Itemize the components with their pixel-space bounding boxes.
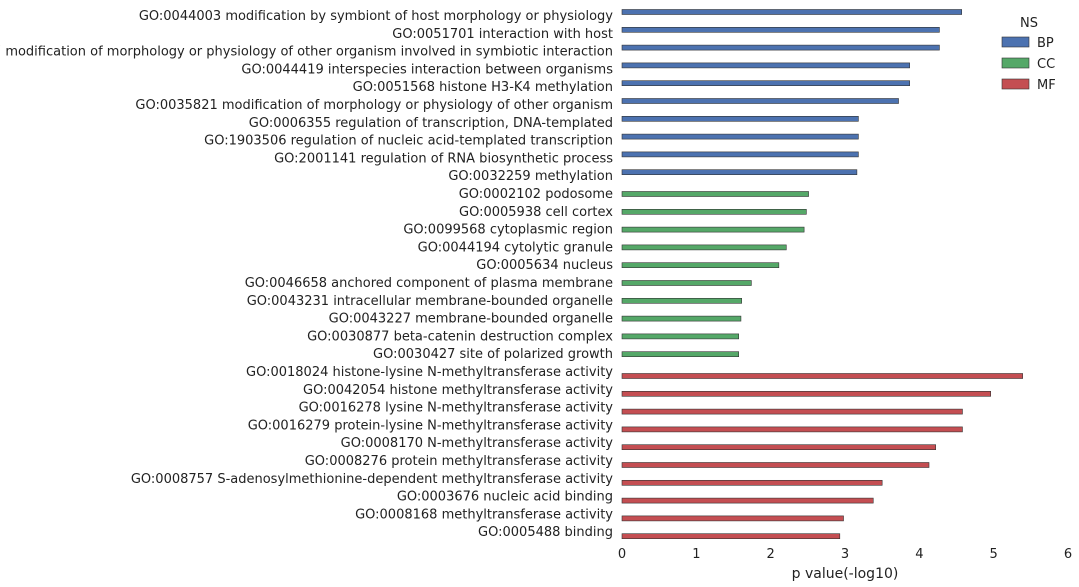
category-label: GO:0043227 membrane-bounded organelle: [329, 312, 613, 327]
category-label: GO:0005634 nucleus: [476, 258, 613, 273]
category-label: GO:0030427 site of polarized growth: [373, 347, 613, 362]
legend-swatch-bp: [1001, 36, 1030, 48]
x-axis: 0 1 2 3 4 5 6: [618, 547, 1072, 562]
x-tick-label: 4: [915, 547, 923, 562]
bar-mf: [621, 426, 963, 433]
category-label: GO:0051701 interaction with host: [392, 27, 613, 42]
category-label: GO:0016278 lysine N-methyltransferase ac…: [299, 401, 614, 416]
bar-mf: [621, 408, 963, 415]
x-tick-label: 0: [618, 547, 626, 562]
bar-cc: [621, 191, 809, 197]
bar-mf: [621, 497, 874, 504]
category-labels: GO:0044003 modification by symbiont of h…: [0, 9, 613, 540]
category-label: GO:0005938 cell cortex: [459, 205, 613, 220]
category-label: GO:0008276 protein methyltransferase act…: [305, 454, 614, 469]
category-label: GO:1903506 regulation of nucleic acid-te…: [204, 134, 613, 149]
category-label: GO:0043231 intracellular membrane-bounde…: [247, 294, 613, 309]
legend-label-mf: MF: [1037, 78, 1056, 93]
legend-label-cc: CC: [1037, 57, 1055, 72]
bar-bp: [621, 44, 940, 51]
x-tick-label: 2: [767, 547, 775, 562]
bar-bp: [621, 151, 859, 158]
x-tick-label: 6: [1064, 547, 1072, 562]
bar-cc: [621, 244, 787, 251]
bar-cc: [621, 315, 742, 322]
category-label: GO:0030877 beta-catenin destruction comp…: [307, 329, 613, 344]
x-axis-title: p value(-log10): [792, 566, 899, 582]
category-label: GO:0008168 methyltransferase activity: [355, 507, 613, 522]
bar-cc: [621, 262, 780, 269]
bar-cc: [621, 351, 740, 358]
bar-mf: [621, 515, 844, 522]
category-label: GO:0008170 N-methyltransferase activity: [341, 436, 614, 451]
bar-bp: [621, 62, 910, 69]
category-label: GO:0099568 cytoplasmic region: [403, 223, 613, 238]
bar-mf: [621, 390, 991, 397]
bar-mf: [621, 444, 936, 451]
category-label: GO:0044003 modification by symbiont of h…: [139, 9, 613, 24]
category-label: GO:0003676 nucleic acid binding: [397, 490, 613, 505]
category-label: GO:2001141 regulation of RNA biosyntheti…: [274, 151, 613, 166]
category-label: GO:0051817 modification of morphology or…: [0, 45, 613, 60]
category-label: GO:0044419 interspecies interaction betw…: [241, 62, 613, 77]
bar-bp: [621, 26, 940, 33]
category-label: GO:0051568 histone H3-K4 methylation: [353, 80, 613, 95]
x-tick-label: 3: [841, 547, 849, 562]
bar-mf: [621, 479, 883, 486]
bar-cc: [621, 333, 740, 340]
bar-bp: [621, 116, 859, 122]
legend-swatch-mf: [1001, 78, 1030, 90]
bar-mf: [621, 533, 841, 540]
category-label: GO:0006355 regulation of transcription, …: [249, 116, 613, 131]
bar-bp: [621, 169, 858, 175]
category-label: GO:0035821 modification of morphology or…: [135, 98, 613, 113]
legend-label-bp: BP: [1037, 36, 1054, 51]
bar-bp: [621, 98, 899, 104]
category-label: GO:0032259 methylation: [448, 169, 613, 184]
category-label: GO:0044194 cytolytic granule: [418, 240, 613, 255]
legend: NS BP CC MF: [1001, 16, 1056, 93]
category-label: GO:0002102 podosome: [459, 187, 613, 202]
bar-cc: [621, 226, 805, 233]
category-label: GO:0046658 anchored component of plasma …: [245, 276, 613, 291]
category-label: GO:0008757 S-adenosylmethionine-dependen…: [131, 472, 613, 487]
bar-mf: [621, 373, 1023, 379]
bar-bp: [621, 80, 910, 86]
x-tick-label: 5: [990, 547, 998, 562]
bar-bp: [621, 9, 963, 15]
bar-cc: [621, 297, 742, 304]
category-label: GO:0016279 protein-lysine N-methyltransf…: [248, 418, 614, 433]
x-tick-label: 1: [692, 547, 700, 562]
category-label: GO:0005488 binding: [478, 525, 613, 540]
bars-layer: [621, 9, 1023, 540]
category-label: GO:0018024 histone-lysine N-methyltransf…: [246, 365, 613, 380]
bar-cc: [621, 209, 807, 215]
legend-title: NS: [1020, 16, 1038, 31]
bar-bp: [621, 133, 859, 140]
bar-cc: [621, 280, 752, 286]
legend-swatch-cc: [1001, 57, 1030, 69]
category-label: GO:0042054 histone methyltransferase act…: [303, 383, 613, 398]
bar-mf: [621, 462, 930, 468]
